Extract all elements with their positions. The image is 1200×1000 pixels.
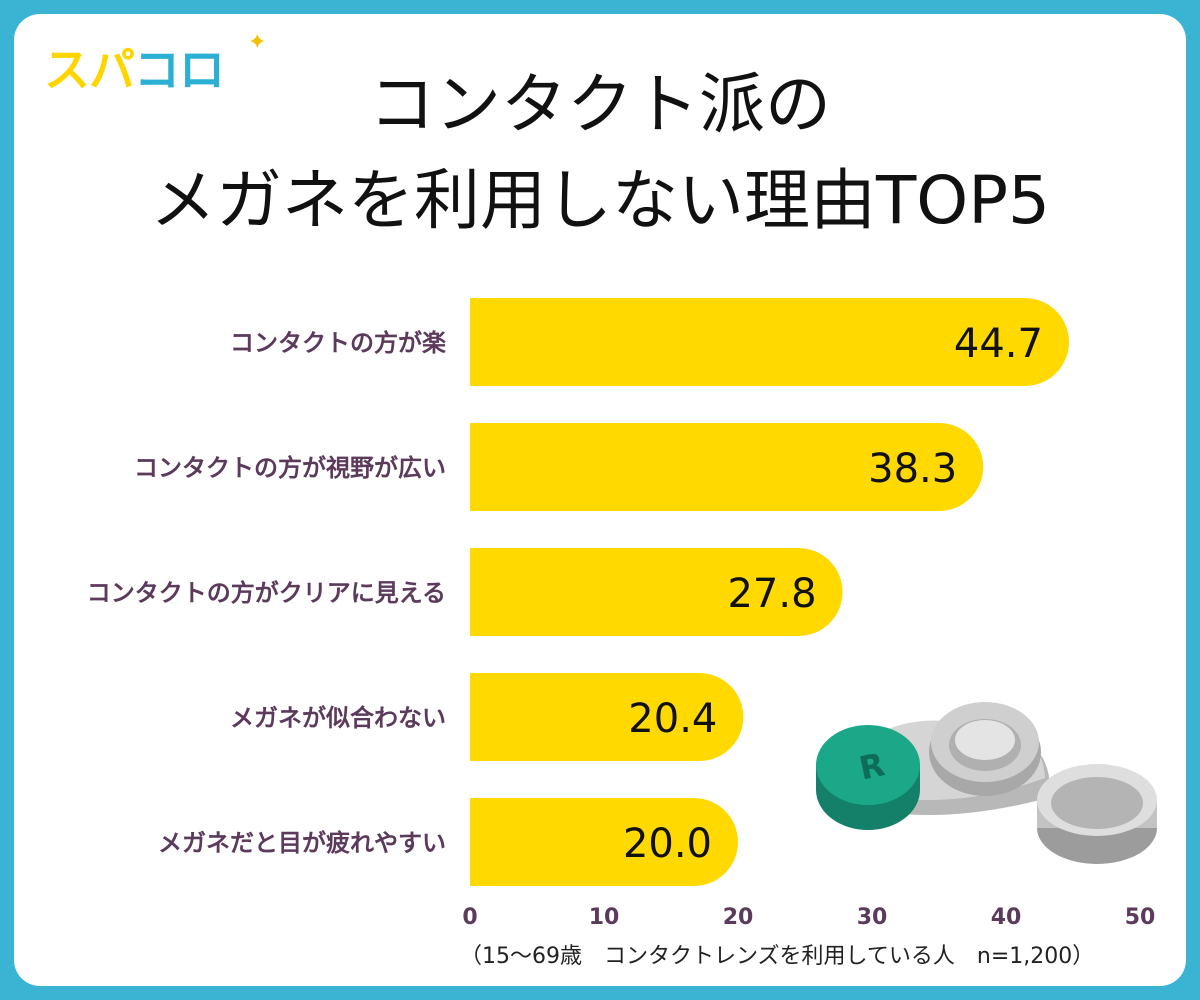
x-tick-50: 50 <box>1125 905 1156 930</box>
x-tick-0: 0 <box>462 905 477 930</box>
x-ticks-group: 0 10 20 30 40 50 <box>462 905 1155 930</box>
bars-group: 44.7 38.3 27.8 20.4 20.0 <box>470 298 1069 886</box>
contact-lens-case-illustration: R <box>816 702 1157 864</box>
x-tick-30: 30 <box>857 905 888 930</box>
bar-2 <box>470 423 984 511</box>
brand-logo: スパコロ <box>44 34 225 100</box>
value-label-5: 20.0 <box>623 821 712 867</box>
bar-3 <box>470 548 843 636</box>
bar-4 <box>470 673 744 761</box>
category-label-1: コンタクトの方が楽 <box>230 329 447 357</box>
x-tick-10: 10 <box>589 905 620 930</box>
chart-title-line1: コンタクト派の <box>369 66 831 143</box>
case-lid-inner <box>1051 777 1143 829</box>
chart-title-line2: メガネを利用しない理由TOP5 <box>149 162 1051 239</box>
value-label-1: 44.7 <box>954 321 1043 367</box>
logo-text-yellow: スパ <box>44 43 135 97</box>
case-right-cup-floor <box>955 720 1015 760</box>
category-label-3: コンタクトの方がクリアに見える <box>87 579 446 607</box>
category-label-2: コンタクトの方が視野が広い <box>134 454 446 482</box>
value-label-3: 27.8 <box>727 571 816 617</box>
footnote: （15〜69歳 コンタクトレンズを利用している人 n=1,200） <box>460 944 1095 969</box>
category-labels-group: コンタクトの方が楽コンタクトの方が視野が広いコンタクトの方がクリアに見えるメガネ… <box>87 329 447 857</box>
green-cap-top <box>816 725 920 805</box>
logo-text-blue: コロ <box>134 43 225 97</box>
bar-1 <box>470 298 1069 386</box>
value-label-4: 20.4 <box>628 696 717 742</box>
x-tick-20: 20 <box>723 905 754 930</box>
bar-5 <box>470 798 738 886</box>
category-label-4: メガネが似合わない <box>230 704 446 732</box>
sparkle-icon: ✦ <box>248 30 267 55</box>
category-label-5: メガネだと目が疲れやすい <box>158 829 446 857</box>
x-tick-40: 40 <box>991 905 1022 930</box>
value-label-2: 38.3 <box>868 446 957 492</box>
